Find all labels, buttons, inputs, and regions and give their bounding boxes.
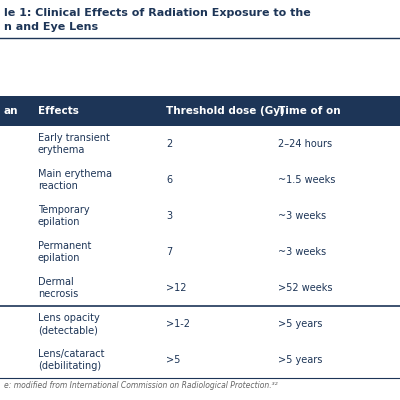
Text: Permanent
epilation: Permanent epilation — [38, 241, 91, 263]
Text: Time of on: Time of on — [278, 106, 341, 116]
Bar — [0, 96, 400, 126]
Text: 2–24 hours: 2–24 hours — [278, 139, 332, 149]
Text: e: modified from International Commission on Radiological Protection.³²: e: modified from International Commissio… — [4, 381, 278, 390]
Text: Effects: Effects — [38, 106, 79, 116]
Text: ~3 weeks: ~3 weeks — [278, 247, 326, 257]
Text: ~3 weeks: ~3 weeks — [278, 211, 326, 221]
Bar — [0, 342, 400, 378]
Text: 6: 6 — [166, 175, 172, 185]
Text: 2: 2 — [166, 139, 172, 149]
Text: Temporary
epilation: Temporary epilation — [38, 205, 90, 227]
Text: Lens opacity
(detectable): Lens opacity (detectable) — [38, 313, 100, 335]
Text: >5: >5 — [166, 355, 180, 365]
Bar — [0, 198, 400, 234]
Bar — [0, 162, 400, 198]
Text: Main erythema
reaction: Main erythema reaction — [38, 169, 112, 191]
Text: Lens/cataract
(debilitating): Lens/cataract (debilitating) — [38, 349, 104, 371]
Text: Dermal
necrosis: Dermal necrosis — [38, 277, 78, 299]
Text: ~1.5 weeks: ~1.5 weeks — [278, 175, 335, 185]
Text: n and Eye Lens: n and Eye Lens — [4, 22, 98, 32]
Text: >5 years: >5 years — [278, 355, 322, 365]
Text: >52 weeks: >52 weeks — [278, 283, 332, 293]
Text: >12: >12 — [166, 283, 186, 293]
Text: 3: 3 — [166, 211, 172, 221]
Text: le 1: Clinical Effects of Radiation Exposure to the: le 1: Clinical Effects of Radiation Expo… — [4, 8, 311, 18]
Bar — [0, 126, 400, 162]
Text: Early transient
erythema: Early transient erythema — [38, 133, 110, 155]
Text: >1-2: >1-2 — [166, 319, 190, 329]
Bar — [0, 306, 400, 342]
Bar — [0, 234, 400, 270]
Text: >5 years: >5 years — [278, 319, 322, 329]
Text: 7: 7 — [166, 247, 172, 257]
Text: Threshold dose (Gy): Threshold dose (Gy) — [166, 106, 285, 116]
Bar — [0, 270, 400, 306]
Text: an: an — [4, 106, 18, 116]
